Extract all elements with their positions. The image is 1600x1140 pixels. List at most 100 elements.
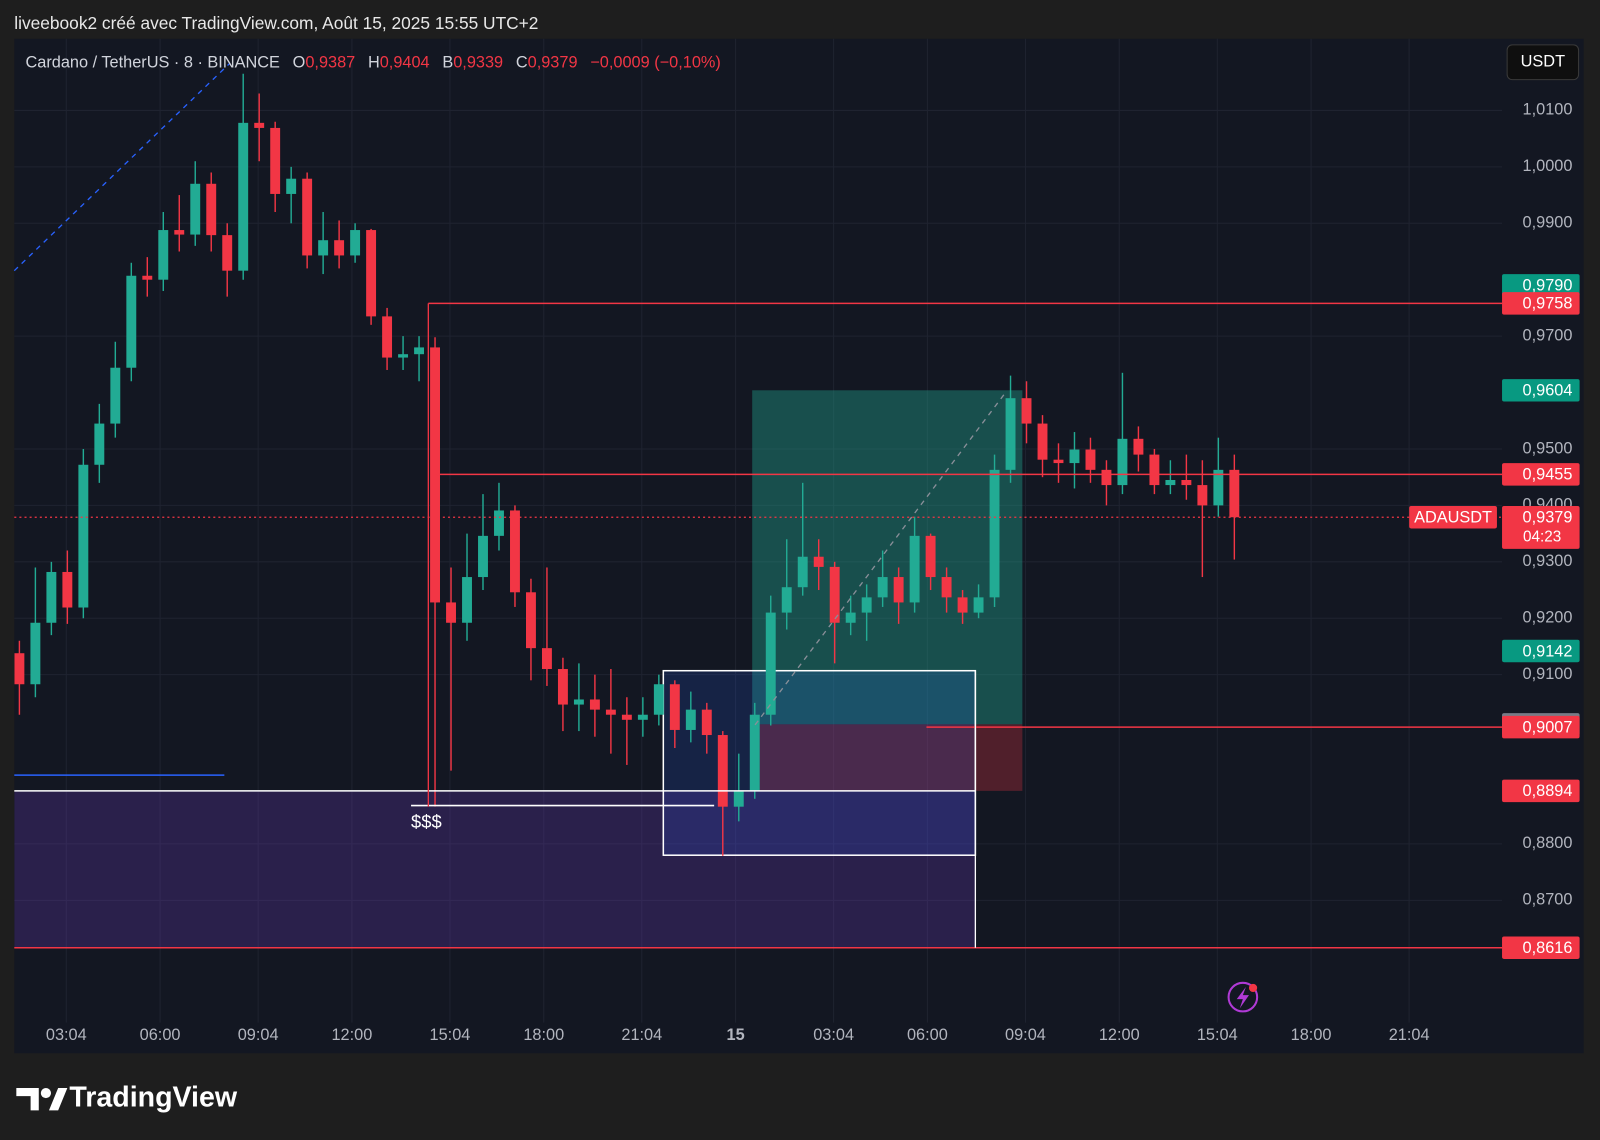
- price-label: 0,8616: [1523, 939, 1573, 957]
- candle-body: [78, 464, 89, 608]
- candle-body: [222, 235, 233, 271]
- trend-line: [13, 63, 230, 272]
- candle-body: [973, 597, 984, 613]
- candle-body: [1213, 469, 1224, 506]
- candle-body: [829, 566, 840, 623]
- candle-body: [701, 709, 712, 736]
- y-tick-label: 0,9500: [1523, 439, 1573, 457]
- button-bg[interactable]: [1506, 44, 1580, 81]
- grid: [14, 38, 1503, 1023]
- candle-body: [1117, 438, 1128, 486]
- logo-mark: [16, 1087, 39, 1111]
- price-label-bg: [1502, 779, 1580, 803]
- candle-body: [446, 602, 456, 623]
- legend-label: H: [368, 54, 380, 72]
- candle-body: [478, 535, 488, 578]
- candle-body: [557, 669, 568, 705]
- candle-body: [318, 240, 329, 256]
- y-tick-label: 1,0100: [1523, 101, 1573, 119]
- y-tick-label: 0,9200: [1523, 609, 1573, 627]
- candle-body: [989, 469, 1000, 598]
- price-label-bg: [1502, 639, 1580, 663]
- candle-body: [174, 230, 185, 235]
- axes: 03:04 06:00 09:04 12:00 15:04 18:00 21:04 15 03:…: [46, 101, 1580, 1044]
- candle-body: [430, 347, 440, 603]
- candle-body: [877, 577, 888, 598]
- candle-body: [1069, 449, 1080, 464]
- candle-body: [302, 178, 313, 256]
- candle-body: [30, 622, 41, 685]
- candle-body: [653, 684, 664, 715]
- legend: Cardano / TetherUS · 8 · BINANCE O0,9387…: [26, 54, 721, 72]
- candle-body: [1005, 398, 1016, 470]
- candle-body: [14, 653, 25, 685]
- candle-body: [158, 230, 169, 280]
- candle-body: [733, 791, 744, 807]
- price-label: 0,9790: [1523, 277, 1573, 295]
- zone: [752, 724, 1023, 791]
- legend-label: C: [516, 54, 528, 72]
- candle-body: [845, 612, 856, 623]
- legend-value: 0,9379: [528, 54, 578, 72]
- replay-icon[interactable]: [1227, 981, 1259, 1013]
- footer-logo: TradingView: [16, 1082, 238, 1114]
- candle-body: [414, 347, 425, 355]
- zone: [14, 790, 976, 948]
- candle-body: [1229, 469, 1240, 518]
- icon-dot[interactable]: [1248, 983, 1258, 993]
- x-tick-label: 21:04: [621, 1026, 662, 1044]
- x-tick-label: 12:00: [1099, 1026, 1140, 1044]
- price-label-bg: [1502, 715, 1580, 739]
- candle-body: [589, 699, 600, 710]
- y-tick-label: 0,9100: [1523, 665, 1573, 683]
- icon-ring[interactable]: [1227, 981, 1259, 1013]
- y-tick-label: 0,8700: [1523, 891, 1573, 909]
- x-tick-label: 18:00: [523, 1026, 564, 1044]
- candle-body: [238, 122, 249, 271]
- candle-body: [206, 183, 217, 236]
- candle-body: [1037, 423, 1048, 460]
- candle-body: [573, 699, 584, 705]
- price-label-bg: [1502, 292, 1580, 315]
- candle-body: [462, 577, 472, 623]
- candle-body: [270, 127, 281, 194]
- legend-change: −0,0009 (−0,10%): [590, 54, 721, 72]
- logo-mark: [48, 1087, 68, 1111]
- y-tick-label: 0,8800: [1523, 834, 1573, 852]
- candle-body: [1165, 480, 1176, 486]
- candle-body: [541, 648, 552, 670]
- x-tick-label: 03:04: [813, 1026, 854, 1044]
- candle-body: [254, 122, 265, 128]
- button-label[interactable]: USDT: [1521, 53, 1565, 71]
- candle-body: [1053, 459, 1064, 464]
- candle-body: [893, 577, 904, 603]
- x-tick-label: 15:04: [1197, 1026, 1238, 1044]
- candles: [14, 73, 1240, 856]
- icon-bolt[interactable]: [1236, 986, 1249, 1009]
- price-label-bg: [1502, 936, 1580, 959]
- y-tick-label: 0,9300: [1523, 552, 1573, 570]
- candle-body: [749, 714, 760, 792]
- candle-body: [637, 714, 648, 720]
- price-label: 0,9758: [1523, 295, 1573, 313]
- candle-body: [765, 612, 776, 715]
- candle-body: [1181, 480, 1192, 486]
- currency-button[interactable]: USDT: [1506, 44, 1580, 81]
- price-label: 0,8894: [1523, 782, 1573, 800]
- annotation: $$$: [411, 811, 442, 832]
- legend-value: 0,9387: [305, 54, 355, 72]
- logo-mark: [40, 1087, 52, 1099]
- candle-body: [398, 354, 409, 358]
- candle-body: [46, 571, 57, 623]
- candle-body: [669, 684, 680, 730]
- candle-body: [605, 709, 616, 715]
- candle-body: [350, 230, 361, 256]
- candle-body: [142, 275, 153, 280]
- candle-body: [110, 367, 121, 424]
- zone: [662, 669, 977, 856]
- candle-body: [621, 714, 632, 720]
- candle-body: [797, 556, 808, 588]
- x-tick-label: 18:00: [1291, 1026, 1332, 1044]
